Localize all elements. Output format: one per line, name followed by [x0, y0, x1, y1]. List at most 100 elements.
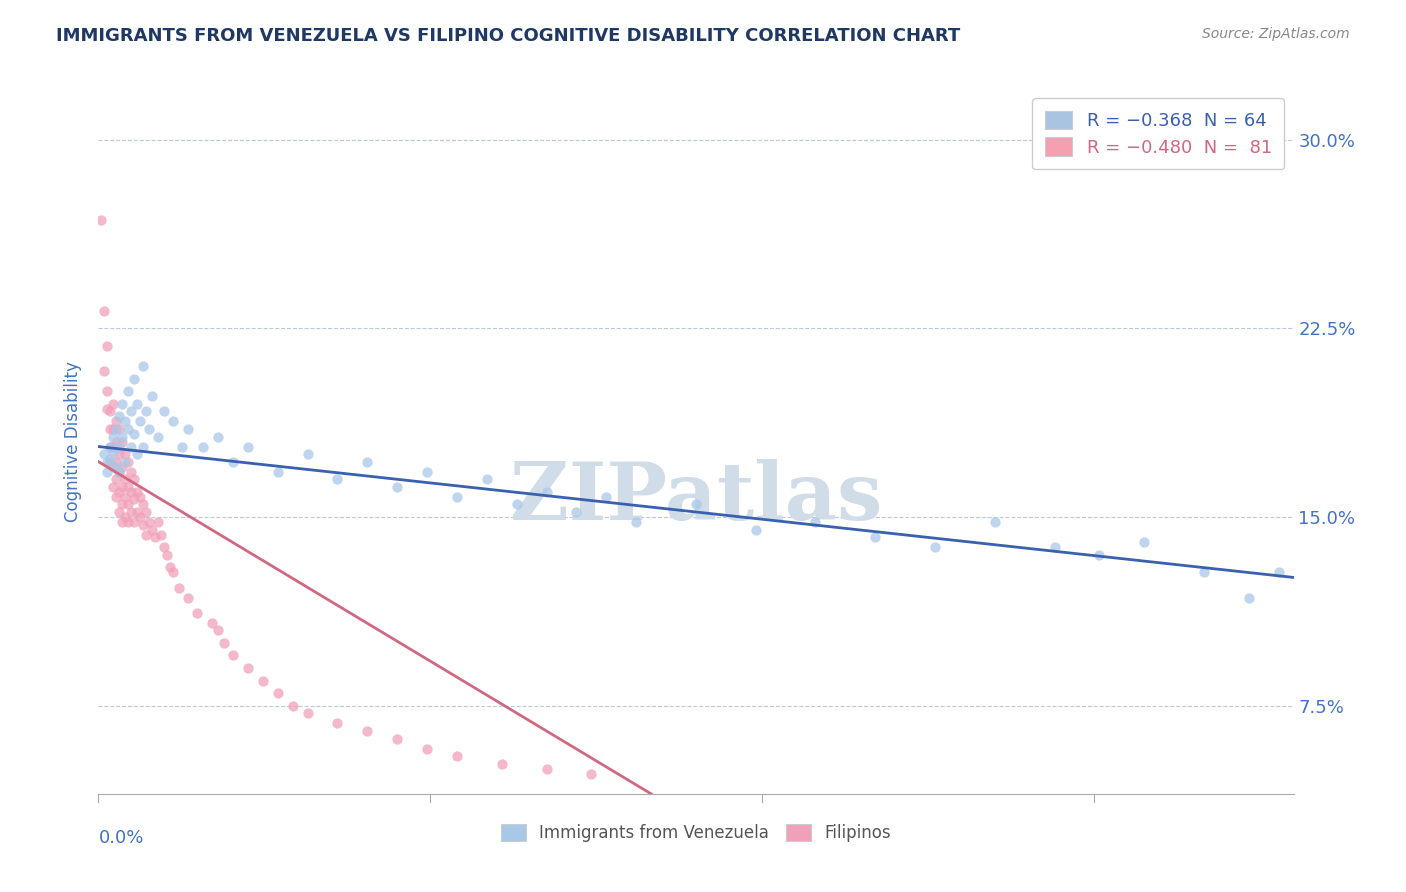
Point	[124, 371, 146, 385]
Point	[156, 548, 179, 562]
Point	[212, 636, 235, 650]
Legend: Immigrants from Venezuela, Filipinos: Immigrants from Venezuela, Filipinos	[495, 817, 897, 849]
Point	[685, 498, 707, 512]
Point	[191, 440, 214, 454]
Point	[105, 472, 128, 486]
Point	[103, 459, 125, 474]
Point	[124, 427, 146, 442]
Point	[103, 397, 125, 411]
Point	[111, 480, 134, 494]
Point	[111, 429, 134, 443]
Point	[103, 440, 125, 454]
Point	[127, 505, 149, 519]
Point	[132, 498, 155, 512]
Point	[117, 384, 139, 399]
Point	[491, 756, 513, 771]
Point	[111, 459, 134, 474]
Point	[356, 455, 378, 469]
Point	[159, 560, 181, 574]
Point	[153, 404, 176, 418]
Point	[207, 624, 229, 638]
Point	[108, 409, 131, 424]
Point	[111, 397, 134, 411]
Point	[297, 706, 319, 721]
Point	[114, 455, 136, 469]
Point	[135, 404, 157, 418]
Point	[96, 401, 118, 416]
Point	[138, 422, 160, 436]
Point	[1088, 548, 1111, 562]
Point	[127, 397, 149, 411]
Point	[127, 484, 149, 499]
Point	[105, 459, 128, 474]
Point	[1237, 591, 1260, 605]
Point	[114, 472, 136, 486]
Point	[114, 510, 136, 524]
Point	[120, 505, 142, 519]
Point	[326, 472, 349, 486]
Text: IMMIGRANTS FROM VENEZUELA VS FILIPINO COGNITIVE DISABILITY CORRELATION CHART: IMMIGRANTS FROM VENEZUELA VS FILIPINO CO…	[56, 27, 960, 45]
Point	[108, 422, 131, 436]
Point	[111, 515, 134, 529]
Point	[153, 540, 176, 554]
Point	[132, 517, 155, 532]
Point	[105, 414, 128, 428]
Point	[1267, 566, 1289, 580]
Point	[108, 465, 131, 479]
Point	[201, 615, 224, 630]
Point	[924, 540, 946, 554]
Point	[103, 480, 125, 494]
Point	[98, 455, 122, 469]
Point	[162, 414, 184, 428]
Point	[105, 490, 128, 504]
Point	[98, 452, 122, 467]
Point	[281, 698, 304, 713]
Point	[96, 339, 118, 353]
Point	[114, 447, 136, 461]
Point	[356, 723, 378, 738]
Point	[446, 749, 468, 764]
Point	[207, 429, 229, 443]
Point	[98, 440, 122, 454]
Point	[108, 484, 131, 499]
Point	[108, 447, 131, 461]
Point	[129, 414, 152, 428]
Point	[93, 364, 115, 378]
Point	[446, 490, 468, 504]
Point	[506, 498, 529, 512]
Point	[96, 384, 118, 399]
Point	[326, 716, 349, 731]
Point	[581, 766, 603, 780]
Point	[111, 434, 134, 449]
Point	[150, 527, 173, 541]
Point	[167, 581, 190, 595]
Point	[177, 591, 200, 605]
Point	[132, 359, 155, 373]
Point	[162, 566, 184, 580]
Point	[475, 472, 498, 486]
Point	[267, 686, 290, 700]
Point	[984, 515, 1007, 529]
Point	[105, 422, 128, 436]
Point	[120, 465, 142, 479]
Point	[96, 455, 118, 469]
Point	[745, 523, 768, 537]
Point	[236, 661, 259, 675]
Point	[117, 422, 139, 436]
Text: ZIPatlas: ZIPatlas	[510, 458, 882, 537]
Point	[565, 505, 588, 519]
Point	[141, 389, 163, 403]
Point	[222, 455, 245, 469]
Point	[98, 440, 122, 454]
Point	[129, 490, 152, 504]
Point	[96, 465, 118, 479]
Point	[93, 447, 115, 461]
Point	[172, 440, 194, 454]
Point	[1133, 535, 1156, 549]
Point	[536, 762, 558, 776]
Point	[236, 440, 259, 454]
Text: Source: ZipAtlas.com: Source: ZipAtlas.com	[1202, 27, 1350, 41]
Point	[385, 731, 409, 746]
Point	[90, 213, 112, 227]
Point	[1192, 566, 1215, 580]
